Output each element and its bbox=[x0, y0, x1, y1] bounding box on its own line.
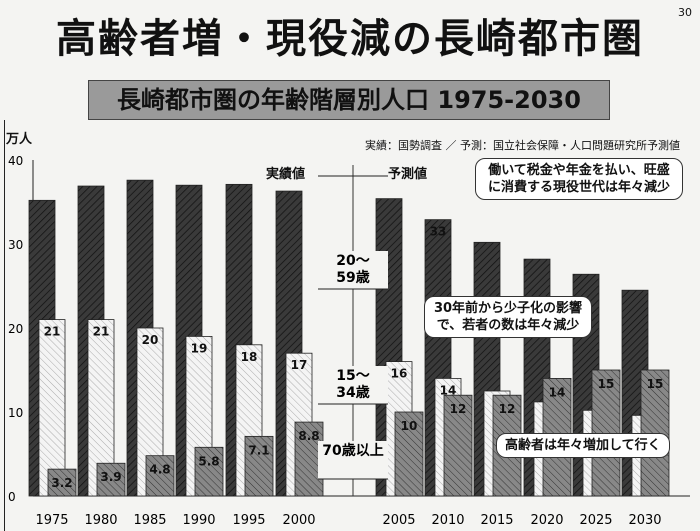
data-label: 14 bbox=[549, 385, 566, 399]
bar-15～34歳 bbox=[38, 319, 66, 497]
frame-line bbox=[4, 120, 5, 531]
bar-70歳以上 bbox=[443, 394, 473, 497]
x-tick-label: 2030 bbox=[628, 513, 661, 528]
y-tick-label: 20 bbox=[8, 322, 23, 336]
bar-70歳以上 bbox=[194, 446, 224, 497]
x-tick-label: 2020 bbox=[530, 513, 563, 528]
x-tick-label: 2015 bbox=[480, 513, 513, 528]
data-label: 3.9 bbox=[100, 470, 121, 484]
bar-70歳以上 bbox=[96, 462, 126, 497]
data-label: 12 bbox=[499, 402, 516, 416]
legend-label: 20～ bbox=[336, 253, 369, 269]
y-axis-label: 万人 bbox=[6, 132, 33, 147]
data-label: 5.8 bbox=[198, 454, 219, 468]
data-label: 18 bbox=[241, 350, 258, 364]
data-label: 17 bbox=[291, 358, 308, 372]
data-label: 16 bbox=[391, 367, 408, 381]
page-number: 30 bbox=[678, 6, 692, 19]
legend-bg bbox=[318, 441, 388, 479]
chart-title: 長崎都市圏の年齢階層別人口 1975-2030 bbox=[88, 80, 610, 120]
bar-70歳以上 bbox=[145, 455, 175, 497]
data-label: 15 bbox=[598, 377, 615, 391]
elderly-callout: 高齢者は年々増加して行く bbox=[496, 433, 670, 458]
legend-label: 34歳 bbox=[336, 384, 369, 401]
x-tick-label: 2005 bbox=[382, 513, 415, 528]
working-callout: 働いて税金や年金を払い、旺盛に消費する現役世代は年々減少 bbox=[475, 158, 683, 200]
source-note: 実績：国勢調査 ／ 予測：国立社会保障・人口問題研究所予測値 bbox=[365, 139, 680, 152]
bar-70歳以上 bbox=[394, 411, 424, 497]
bar-70歳以上 bbox=[244, 435, 274, 497]
data-label: 19 bbox=[191, 341, 208, 355]
data-label: 21 bbox=[44, 325, 61, 339]
y-tick-label: 10 bbox=[8, 406, 23, 420]
x-tick-label: 2000 bbox=[282, 513, 315, 528]
x-tick-label: 2010 bbox=[431, 513, 464, 528]
data-label: 21 bbox=[93, 325, 110, 339]
data-label: 15 bbox=[647, 377, 664, 391]
young-callout: 30年前から少子化の影響で、若者の数は年々減少 bbox=[424, 296, 592, 338]
y-tick-label: 0 bbox=[8, 490, 16, 504]
bar-70歳以上 bbox=[47, 468, 77, 497]
data-label: 4.8 bbox=[149, 463, 170, 477]
data-label: 7.1 bbox=[248, 443, 269, 457]
data-label: 14 bbox=[440, 383, 457, 397]
data-label: 12 bbox=[450, 402, 467, 416]
x-tick-label: 1980 bbox=[84, 513, 117, 528]
x-tick-label: 1990 bbox=[182, 513, 215, 528]
x-tick-label: 1975 bbox=[35, 513, 68, 528]
data-label: 33 bbox=[430, 225, 447, 239]
legend-label: 59歳 bbox=[336, 269, 369, 286]
forecast-label: 予測値 bbox=[388, 167, 428, 182]
x-tick-label: 1995 bbox=[232, 513, 265, 528]
y-tick-label: 40 bbox=[8, 154, 23, 168]
page-title: 高齢者増・現役減の長崎都市圏 bbox=[56, 16, 644, 62]
data-label: 10 bbox=[401, 419, 418, 433]
legend-bg bbox=[318, 251, 388, 289]
data-label: 8.8 bbox=[298, 429, 319, 443]
legend-bg bbox=[318, 366, 388, 404]
x-tick-label: 2025 bbox=[579, 513, 612, 528]
data-label: 20 bbox=[142, 333, 159, 347]
actual-label: 実績値 bbox=[266, 167, 306, 182]
y-tick-label: 30 bbox=[8, 238, 23, 252]
data-label: 3.2 bbox=[51, 476, 72, 490]
legend-label: 15～ bbox=[336, 368, 369, 384]
legend-label: 70歳以上 bbox=[322, 442, 383, 459]
x-tick-label: 1985 bbox=[133, 513, 166, 528]
